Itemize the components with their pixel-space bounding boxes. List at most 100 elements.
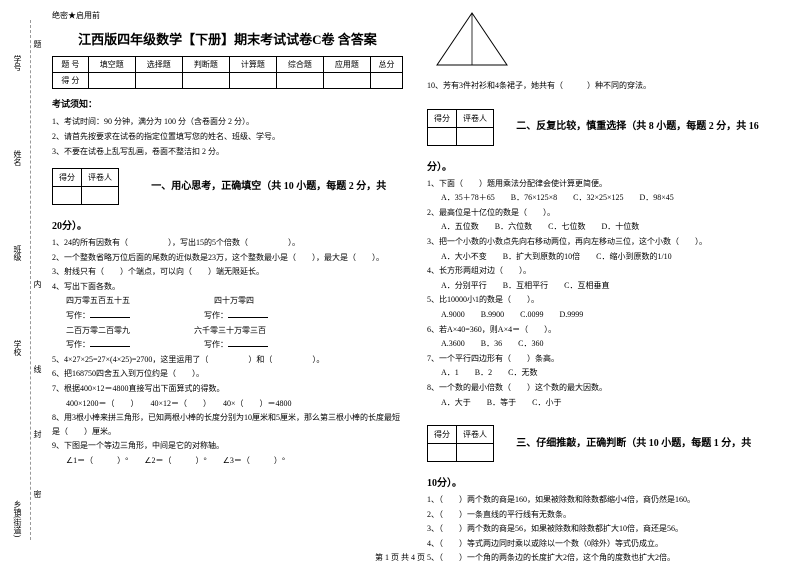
section-title: 一、用心思考，正确填空（共 10 小题，每题 2 分，共 (151, 181, 386, 192)
options: A．大于 B．等于 C．小于 (427, 396, 778, 410)
options: A.3600 B．36 C．360 (427, 337, 778, 351)
cell (135, 73, 182, 89)
question: 3、（ ）两个数的商是56，如果被除数和除数都扩大10倍，商还是56。 (427, 522, 778, 536)
question-sub: ∠1＝（ ）° ∠2＝（ ）° ∠3＝（ ）° (52, 454, 403, 468)
text: 写作： (66, 311, 90, 320)
side-label: 学校 (12, 340, 23, 356)
cell (53, 187, 82, 205)
page-footer: 第 1 页 共 4 页 (0, 552, 800, 563)
question: 6、把168750四舍五入到万位约是（ ）。 (52, 367, 403, 381)
options: A．1 B．2 C．无数 (427, 366, 778, 380)
notice-item: 1、考试时间：90 分钟，满分为 100 分（含卷面分 2 分）。 (52, 116, 403, 128)
triangle-diagram (427, 10, 517, 70)
binding-margin: 学号 姓名 班级 学校 乡镇(街道) 题 内 线 封 密 (0, 0, 40, 565)
side-label: 乡镇(街道) (12, 500, 23, 537)
cell (229, 73, 276, 89)
question-sub: 二百万零二百零九 六千零三十万零三百 (52, 324, 403, 338)
cell: 填空题 (88, 57, 135, 73)
question: 2、一个整数省略万位后面的尾数的近似数是23万，这个整数最小是（ ），最大是（ … (52, 251, 403, 265)
question: 4、写出下面各数。 (52, 280, 403, 294)
question: 9、下图是一个等边三角形，中间是它的对称轴。 (52, 439, 403, 453)
question: 8、一个数的最小倍数（ ）这个数的最大因数。 (427, 381, 778, 395)
question: 5、4×27×25=27×(4×25)=2700，这里运用了（ ）和（ ）。 (52, 353, 403, 367)
notice-item: 2、请首先按要求在试卷的指定位置填写您的姓名、班级、学号。 (52, 131, 403, 143)
table-row: 得 分 (53, 73, 403, 89)
question: 5、比10000小1的数是（ ）。 (427, 293, 778, 307)
question: 1、下面（ ）题用乘法分配律会使计算更简便。 (427, 177, 778, 191)
text: 写作： (204, 340, 228, 349)
section-title-tail: 10分）。 (427, 474, 778, 489)
question-sub: 400×1200＝（ ） 40×12＝（ ） 40×（ ）＝4800 (52, 397, 403, 411)
question: 2、最高位是十亿位的数是（ ）。 (427, 206, 778, 220)
cut-mark: 题 (32, 40, 43, 48)
cell (370, 73, 402, 89)
section-title: 三、仔细推敲，正确判断（共 10 小题，每题 1 分，共 (516, 438, 751, 449)
mini-score-table: 得分评卷人 (427, 109, 494, 146)
notice-heading: 考试须知： (52, 97, 403, 110)
cell (82, 187, 119, 205)
blank (90, 309, 130, 318)
blank (90, 338, 130, 347)
score-table: 题 号 填空题 选择题 判断题 计算题 综合题 应用题 总分 得 分 (52, 56, 403, 89)
text: 六千零三十万零三百 (194, 326, 266, 335)
text: 二百万零二百零九 (66, 326, 130, 335)
options: A．五位数 B．六位数 C．七位数 D．十位数 (427, 220, 778, 234)
section-2-header: 得分评卷人 二、反复比较，慎重选择（共 8 小题，每题 2 分，共 16 (427, 103, 778, 152)
cell: 题 号 (53, 57, 89, 73)
text: 写作： (204, 311, 228, 320)
cell (88, 73, 135, 89)
secret-label: 绝密★启用前 (52, 10, 403, 21)
cut-mark: 内 (32, 280, 43, 288)
side-label: 姓名 (12, 150, 23, 166)
options: A．35＋78＋65 B．76×125×8 C．32×25×125 D．98×4… (427, 191, 778, 205)
cell (182, 73, 229, 89)
cell: 得分 (53, 169, 82, 187)
blank (228, 338, 268, 347)
question: 1、（ ）两个数的商是160，如果被除数和除数都缩小4倍，商仍然是160。 (427, 493, 778, 507)
question-sub: 写作： 写作： (52, 309, 403, 323)
cell: 选择题 (135, 57, 182, 73)
question: 10、芳有3件衬衫和4条裙子，她共有（ ）种不同的穿法。 (427, 79, 778, 93)
notice-item: 3、不要在试卷上乱写乱画，卷面不整洁扣 2 分。 (52, 146, 403, 158)
cell: 评卷人 (457, 109, 494, 127)
mini-score-table: 得分评卷人 (427, 425, 494, 462)
table-row: 题 号 填空题 选择题 判断题 计算题 综合题 应用题 总分 (53, 57, 403, 73)
dashed-line (30, 20, 31, 540)
options: A.9000 B.9900 C.0099 D.9999 (427, 308, 778, 322)
right-column: 10、芳有3件衬衫和4条裙子，她共有（ ）种不同的穿法。 得分评卷人 二、反复比… (415, 10, 790, 547)
section-title-tail: 分）。 (427, 158, 778, 173)
section-title: 二、反复比较，慎重选择（共 8 小题，每题 2 分，共 16 (516, 121, 759, 132)
question: 6、若A×40=360，则A×4＝（ ）。 (427, 323, 778, 337)
question-sub: 写作： 写作： (52, 338, 403, 352)
section-3-header: 得分评卷人 三、仔细推敲，正确判断（共 10 小题，每题 1 分，共 (427, 419, 778, 468)
text: 四万零五百五十五 (66, 296, 130, 305)
page-container: 绝密★启用前 江西版四年级数学【下册】期末考试试卷C卷 含答案 题 号 填空题 … (0, 0, 800, 565)
cut-mark: 线 (32, 365, 43, 373)
options: A．分别平行 B．互相平行 C．互相垂直 (427, 279, 778, 293)
exam-title: 江西版四年级数学【下册】期末考试试卷C卷 含答案 (52, 29, 403, 48)
cell: 评卷人 (82, 169, 119, 187)
side-label: 学号 (12, 55, 23, 71)
question: 4、长方形两组对边（ ）。 (427, 264, 778, 278)
question: 4、（ ）等式两边同时乘以或除以一个数（0除外）等式仍成立。 (427, 537, 778, 551)
blank (228, 309, 268, 318)
cell: 综合题 (276, 57, 323, 73)
side-label: 班级 (12, 245, 23, 261)
cell: 得分 (428, 109, 457, 127)
cell: 评卷人 (457, 426, 494, 444)
question: 3、射线只有（ ）个端点，可以向（ ）端无限延长。 (52, 265, 403, 279)
mini-score-table: 得分评卷人 (52, 168, 119, 205)
cell: 得 分 (53, 73, 89, 89)
cell (457, 444, 494, 462)
left-column: 绝密★启用前 江西版四年级数学【下册】期末考试试卷C卷 含答案 题 号 填空题 … (40, 10, 415, 547)
cell (276, 73, 323, 89)
question: 8、用3根小棒来拼三角形，已知两根小棒的长度分别为10厘米和5厘米，那么第三根小… (52, 411, 403, 438)
text: 写作： (66, 340, 90, 349)
cell: 计算题 (229, 57, 276, 73)
cell: 判断题 (182, 57, 229, 73)
cell (428, 444, 457, 462)
cell: 总分 (370, 57, 402, 73)
cut-mark: 封 (32, 430, 43, 438)
section-title-tail: 20分）。 (52, 217, 403, 232)
question: 3、把一个小数的小数点先向右移动两位，再向左移动三位，这个小数（ ）。 (427, 235, 778, 249)
